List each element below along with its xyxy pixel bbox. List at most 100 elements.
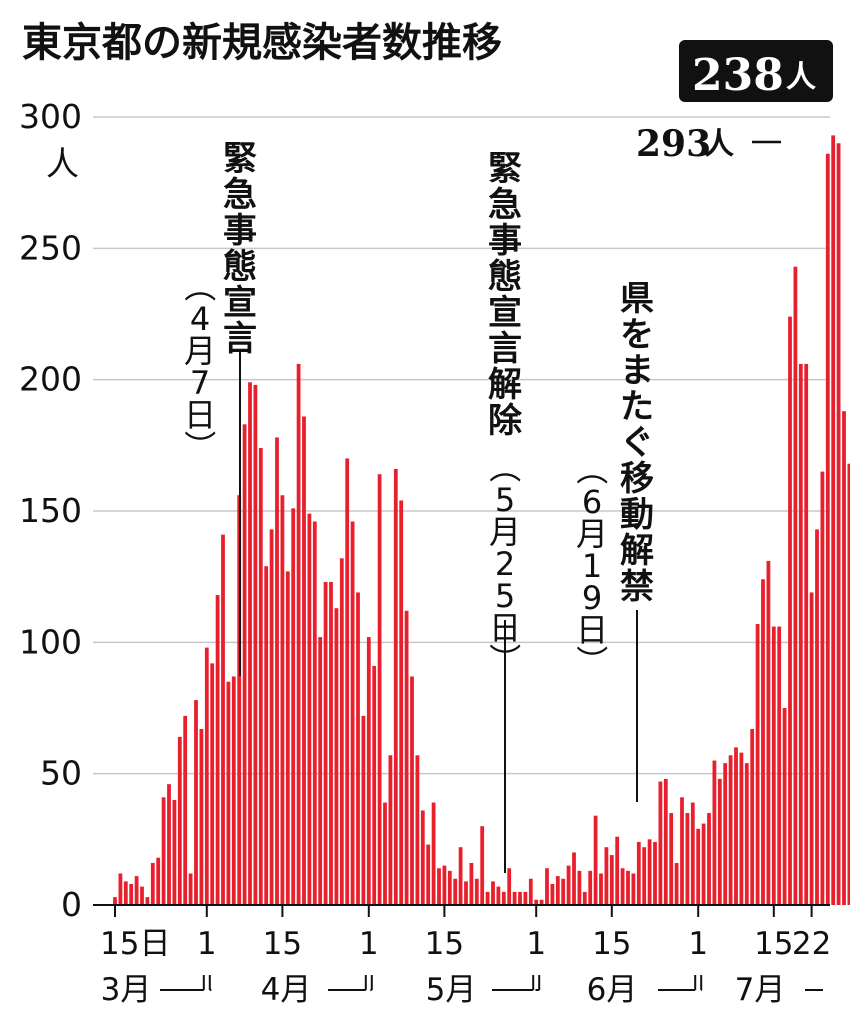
bar	[701, 823, 706, 905]
annotation-char: 事	[488, 221, 522, 261]
bar	[512, 891, 517, 905]
annotation-date-char: 6	[582, 483, 602, 521]
annotations: 緊急事態宣言（4月7日）緊急事態宣言解除（5月25日）県をまたぐ移動解禁（6月1…	[180, 139, 654, 873]
bar	[410, 676, 414, 905]
bar	[798, 363, 803, 905]
annotation-char: 宣	[488, 293, 522, 333]
bar	[447, 870, 452, 905]
bar	[393, 468, 398, 905]
bar	[518, 891, 522, 905]
annotation-date-char: 5	[495, 577, 515, 615]
annotation-char: を	[620, 315, 654, 355]
annotation-date-char: 9	[582, 579, 602, 617]
bar	[377, 474, 382, 905]
bar	[620, 868, 625, 905]
bar	[237, 495, 242, 905]
annotation-date-char: 5	[495, 481, 515, 519]
month-labels: 3月 4月 5月 6月 7月	[101, 972, 823, 1008]
x-tick-label: 15	[754, 926, 793, 962]
bar	[210, 663, 215, 905]
bar	[555, 876, 560, 905]
bar	[636, 841, 641, 905]
x-tick-label: 15日	[100, 926, 170, 962]
bar	[593, 815, 598, 905]
annotation-date-char: 7	[190, 364, 210, 402]
bar	[264, 566, 269, 905]
x-tick-label: 22	[792, 926, 831, 962]
bar	[404, 610, 409, 905]
peak-callout-value: 293	[636, 123, 711, 165]
month-label: 5月	[426, 972, 477, 1008]
bar	[161, 797, 166, 905]
annotation-date-char: ）	[180, 430, 218, 462]
bar	[474, 878, 479, 905]
bar	[755, 623, 760, 905]
bar	[604, 847, 609, 905]
y-tick-label: 50	[40, 754, 82, 793]
bar	[793, 266, 798, 906]
x-tick-label: 15	[425, 926, 464, 962]
annotation-char: 態	[488, 257, 522, 297]
chart-title: 東京都の新規感染者数推移	[22, 20, 502, 66]
bar	[453, 878, 458, 905]
annotation-char: 禁	[620, 567, 654, 607]
bar	[291, 508, 296, 905]
bar	[318, 637, 323, 905]
bar	[647, 839, 652, 905]
bar	[491, 881, 495, 905]
bar	[113, 897, 117, 905]
month-label: 6月	[587, 972, 638, 1008]
bar	[458, 847, 463, 905]
bar	[194, 700, 198, 905]
bar	[836, 143, 841, 905]
peak-callout-unit: 人	[704, 127, 734, 162]
bar	[183, 715, 188, 905]
annotation-char: 緊	[488, 149, 522, 189]
bar	[674, 862, 679, 905]
bar	[329, 581, 333, 905]
bar	[550, 883, 555, 905]
bar	[831, 135, 836, 906]
bar	[496, 886, 501, 905]
bar	[582, 891, 587, 905]
annotation-char: 態	[223, 247, 257, 287]
bar	[717, 778, 722, 905]
bar	[145, 897, 150, 905]
bar	[242, 424, 247, 905]
bar	[204, 647, 209, 905]
bar	[761, 579, 765, 905]
bar	[226, 681, 231, 905]
bar	[285, 571, 290, 905]
annotation-date-char: 月	[184, 332, 216, 370]
x-tick-label: 1	[688, 926, 708, 962]
bar	[599, 873, 603, 905]
bar	[150, 862, 155, 905]
annotation-date-char: （	[572, 453, 610, 485]
bar	[140, 886, 144, 905]
x-tick-label: 1	[359, 926, 379, 962]
bar	[339, 558, 344, 905]
bar	[842, 411, 846, 905]
bar	[215, 595, 220, 905]
bar	[653, 841, 657, 905]
bar	[577, 870, 582, 905]
bar	[728, 755, 733, 905]
bar	[771, 626, 776, 905]
bars	[113, 135, 850, 906]
bar	[825, 153, 830, 906]
bar	[707, 813, 711, 905]
bar	[177, 736, 182, 905]
bar	[415, 755, 420, 905]
bar	[134, 876, 139, 905]
bar	[809, 592, 814, 905]
month-label: 7月	[735, 972, 786, 1008]
bar	[658, 781, 663, 905]
bar	[383, 802, 387, 905]
annotation-char: 動	[620, 495, 654, 535]
y-tick-label: 300	[19, 97, 82, 136]
bar	[258, 447, 263, 905]
annotation-char: 事	[223, 211, 257, 251]
bar	[442, 865, 447, 905]
